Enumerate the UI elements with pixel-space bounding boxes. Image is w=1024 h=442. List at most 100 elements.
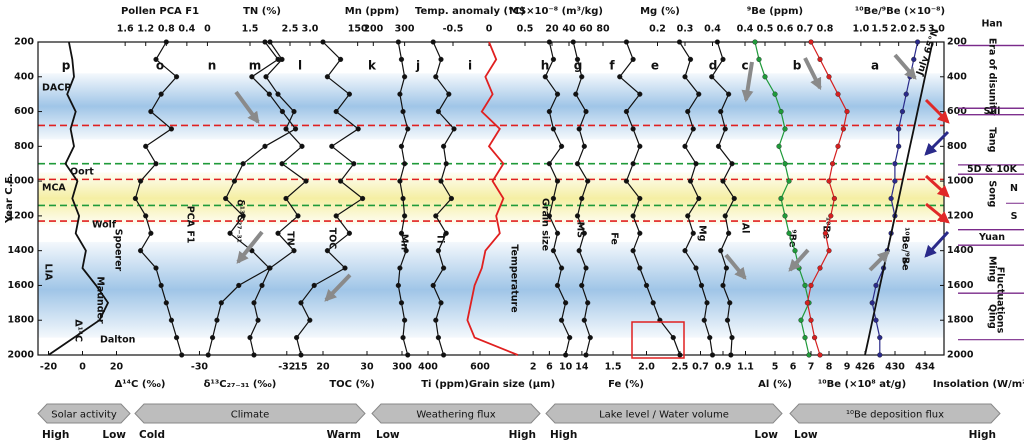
plot-frame — [37, 41, 945, 356]
data-point — [682, 74, 688, 80]
x-tick-label: 0.4 — [178, 24, 195, 35]
data-point — [637, 91, 643, 97]
axis-title: Insolation (W/m²) — [933, 379, 1024, 390]
data-point — [400, 108, 406, 115]
curve-label: ⁹Be — [787, 230, 798, 248]
data-point — [630, 248, 636, 254]
data-point — [400, 195, 406, 202]
data-point — [153, 161, 159, 167]
annotation: Fluctuations — [995, 267, 1006, 334]
data-point — [433, 317, 439, 323]
data-point — [262, 143, 268, 149]
flux-chevron — [371, 403, 541, 424]
panel-letter: e — [651, 59, 659, 73]
data-point — [782, 161, 788, 167]
data-point — [583, 108, 589, 115]
curve-label: Temperature — [509, 244, 520, 312]
data-point — [701, 317, 707, 323]
flux-end-label: Low — [376, 429, 400, 441]
era-part-label: S — [1011, 211, 1018, 222]
x-tick-label: 2.5 — [282, 24, 299, 35]
data-point — [143, 143, 149, 149]
data-point — [148, 108, 154, 115]
flux-label: Weathering flux — [416, 410, 495, 421]
data-point — [441, 265, 447, 271]
data-point — [403, 248, 409, 254]
x-tick-label: 3.0 — [302, 24, 319, 35]
era-label: Tang — [987, 127, 998, 152]
data-point — [279, 161, 285, 167]
flux-end-label: Warm — [327, 429, 361, 441]
x-tick-label: 20 — [316, 362, 330, 373]
data-point — [709, 352, 716, 358]
data-point — [550, 248, 557, 254]
data-point — [630, 161, 636, 167]
highlight-box — [631, 321, 685, 359]
data-point — [623, 178, 630, 184]
data-point — [579, 282, 585, 289]
data-point — [903, 91, 909, 97]
axis-title: Pollen PCA F1 — [121, 6, 199, 17]
data-point — [137, 178, 144, 184]
curve-label: Mg — [697, 225, 708, 241]
data-point — [298, 352, 304, 358]
x-tick-label: 3.0 — [928, 24, 945, 35]
data-point — [682, 248, 688, 254]
panel-letter: i — [468, 59, 472, 73]
era-arrows — [924, 98, 950, 258]
flux-label: ¹⁰Be deposition flux — [846, 410, 944, 421]
y-tick-label: 2000 — [947, 350, 974, 361]
data-point — [441, 352, 447, 358]
x-tick-label: 1.1 — [737, 362, 754, 373]
data-point — [828, 213, 834, 219]
data-point — [729, 335, 735, 341]
data-point — [563, 352, 569, 358]
x-tick-label: 1.5 — [871, 24, 888, 35]
data-point — [576, 126, 582, 132]
y-tick-label: 1800 — [947, 315, 974, 326]
data-point — [218, 300, 224, 306]
era-arrow — [924, 230, 950, 258]
data-point — [840, 126, 847, 132]
y-axis-title: Year C.E. — [4, 173, 15, 224]
data-point — [283, 195, 289, 202]
data-point — [546, 39, 552, 45]
x-tick-label: 9 — [844, 362, 851, 373]
data-point — [630, 126, 636, 132]
x-tick-label: 2 — [530, 362, 537, 373]
climate-band — [38, 73, 944, 140]
data-point — [637, 195, 643, 202]
data-point — [826, 248, 832, 254]
data-point — [817, 352, 823, 358]
data-point — [446, 91, 452, 97]
flux-end-label: Low — [794, 429, 818, 441]
data-point — [718, 248, 724, 254]
data-point — [324, 74, 331, 80]
axis-title: Fe (%) — [608, 379, 644, 390]
data-point — [585, 178, 591, 184]
annotation: MCA — [42, 183, 66, 194]
data-point — [715, 143, 722, 149]
data-point — [227, 230, 233, 236]
data-point — [435, 335, 442, 341]
data-point — [550, 195, 557, 202]
data-point — [826, 178, 832, 184]
data-point — [822, 230, 829, 236]
data-point — [808, 317, 814, 323]
data-point — [726, 230, 732, 236]
x-tick-label: 0.7 — [692, 362, 709, 373]
data-point — [291, 248, 297, 254]
data-point — [826, 74, 832, 80]
data-point — [722, 126, 728, 132]
x-tick-label: 0 — [486, 24, 493, 35]
era-label: Han — [981, 19, 1002, 30]
data-point — [829, 161, 836, 167]
data-point — [583, 265, 589, 271]
data-point — [259, 282, 265, 289]
data-point — [158, 282, 164, 289]
data-point — [576, 248, 582, 254]
data-point — [690, 126, 696, 132]
x-tick-label: 2.5 — [909, 24, 926, 35]
data-point — [433, 74, 439, 80]
